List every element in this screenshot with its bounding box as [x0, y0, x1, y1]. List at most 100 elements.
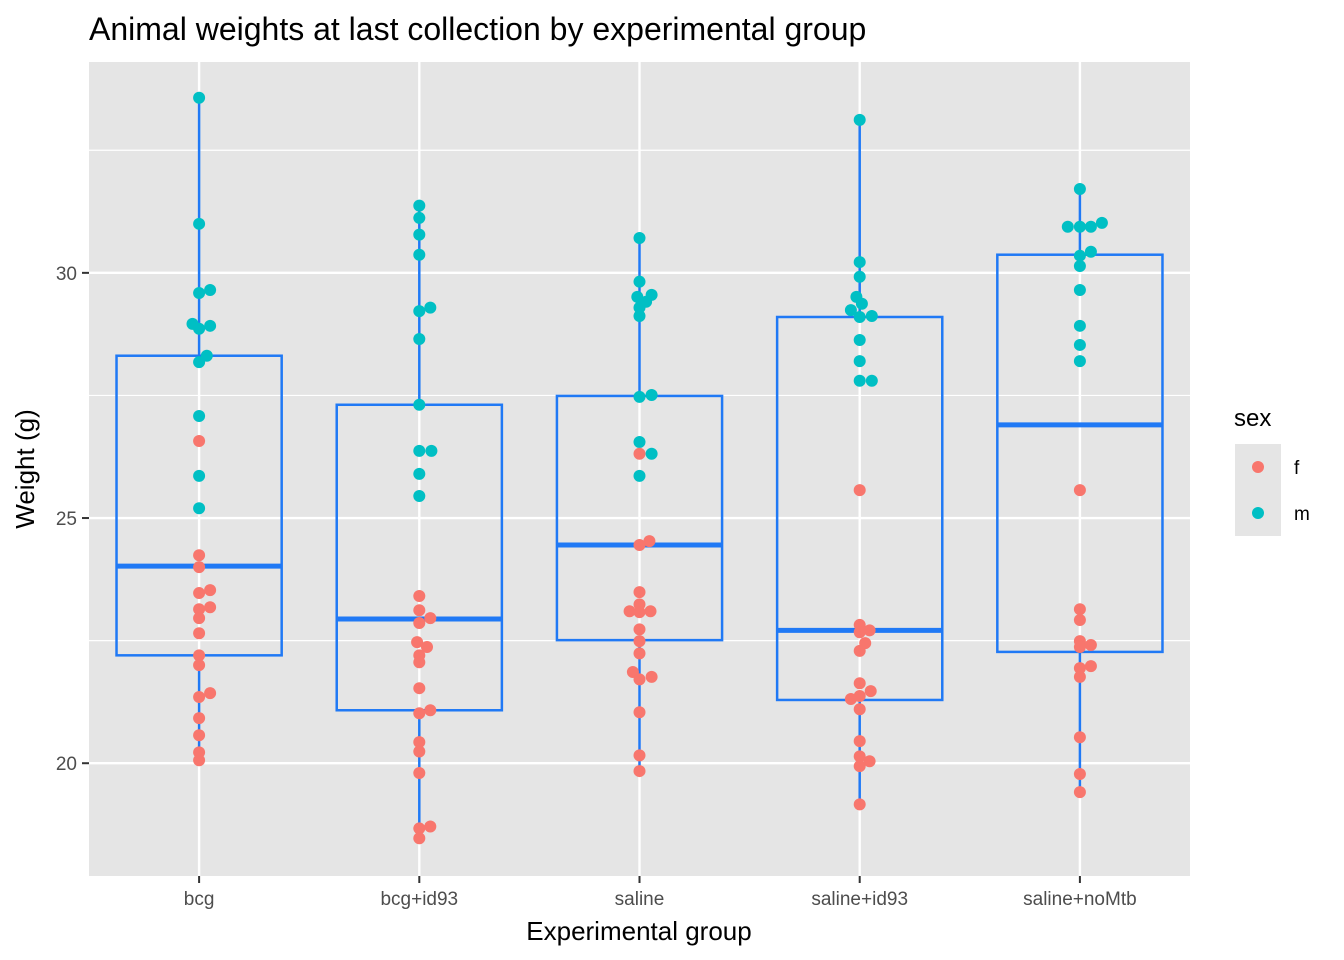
data-point-f — [853, 798, 866, 811]
legend-title: sex — [1234, 405, 1271, 432]
data-point-f — [633, 749, 646, 762]
data-point-f — [193, 435, 206, 448]
data-point-f — [413, 822, 426, 835]
data-point-m — [633, 232, 646, 245]
data-point-m — [1073, 284, 1086, 297]
data-point-f — [193, 659, 206, 672]
legend-key-f — [1252, 461, 1264, 473]
data-point-f — [413, 656, 426, 669]
data-point-f — [864, 685, 877, 698]
data-point-f — [413, 767, 426, 780]
data-point-f — [623, 605, 636, 618]
data-point-f — [413, 832, 426, 845]
data-point-f — [193, 603, 206, 616]
data-point-f — [1073, 670, 1086, 683]
data-point-m — [1061, 220, 1074, 233]
data-point-f — [633, 647, 646, 660]
data-point-f — [424, 612, 437, 625]
legend-key-m — [1252, 507, 1264, 519]
data-point-f — [413, 736, 426, 749]
data-point-m — [1073, 249, 1086, 262]
data-point-m — [193, 217, 206, 230]
data-points — [186, 91, 1108, 845]
data-point-m — [633, 310, 646, 323]
data-point-f — [863, 624, 876, 637]
data-point-m — [1073, 338, 1086, 351]
data-point-m — [633, 390, 646, 403]
data-point-f — [633, 765, 646, 778]
data-point-m — [1073, 183, 1086, 196]
data-point-m — [844, 304, 857, 317]
data-point-f — [633, 635, 646, 648]
data-point-f — [633, 623, 646, 636]
data-point-m — [645, 388, 658, 401]
data-point-f — [411, 636, 424, 649]
data-point-f — [633, 706, 646, 719]
data-point-m — [1073, 259, 1086, 272]
data-point-f — [853, 484, 866, 497]
data-point-f — [633, 606, 646, 619]
data-point-m — [645, 447, 658, 460]
y-tick-label: 25 — [56, 509, 77, 530]
data-point-f — [1073, 484, 1086, 497]
data-point-m — [193, 502, 206, 515]
data-point-m — [853, 113, 866, 126]
data-point-f — [1073, 768, 1086, 781]
data-point-m — [193, 356, 206, 369]
data-point-m — [413, 199, 426, 212]
data-point-m — [633, 436, 646, 449]
x-axis: bcg bcg+id93 saline saline+id93 saline+noMtb — [184, 876, 1137, 910]
data-point-f — [413, 616, 426, 629]
data-point-f — [853, 626, 866, 639]
data-point-f — [853, 735, 866, 748]
data-point-f — [1073, 662, 1086, 675]
data-point-f — [193, 712, 206, 725]
legend-label-m: m — [1294, 504, 1310, 525]
data-point-m — [855, 297, 868, 310]
data-point-m — [633, 469, 646, 482]
data-point-f — [643, 535, 656, 548]
data-point-f — [424, 820, 437, 833]
data-point-f — [1073, 786, 1086, 799]
data-point-m — [413, 211, 426, 224]
y-axis-title: Weight (g) — [10, 409, 40, 528]
data-point-m — [193, 91, 206, 104]
data-point-f — [193, 612, 206, 625]
data-point-f — [1073, 614, 1086, 627]
data-point-f — [193, 754, 206, 767]
x-tick-label: saline+id93 — [811, 889, 908, 910]
y-axis: 20 25 30 — [56, 264, 89, 775]
data-point-m — [853, 334, 866, 347]
data-point-m — [1084, 220, 1097, 233]
data-point-m — [413, 444, 426, 457]
data-point-m — [413, 228, 426, 241]
data-point-f — [193, 627, 206, 640]
data-point-m — [413, 305, 426, 318]
data-point-f — [633, 447, 646, 460]
data-point-f — [853, 677, 866, 690]
data-point-m — [1073, 319, 1086, 332]
x-axis-title: Experimental group — [526, 916, 751, 946]
data-point-m — [633, 275, 646, 288]
data-point-f — [424, 704, 437, 717]
data-point-f — [1073, 603, 1086, 616]
data-point-f — [193, 549, 206, 562]
x-tick-label: bcg+id93 — [380, 889, 458, 910]
x-tick-label: saline — [615, 889, 665, 910]
data-point-f — [193, 649, 206, 662]
data-point-f — [413, 745, 426, 758]
data-point-f — [193, 729, 206, 742]
data-point-m — [853, 374, 866, 387]
data-point-f — [633, 586, 646, 599]
data-point-f — [853, 750, 866, 763]
data-point-f — [193, 561, 206, 574]
data-point-f — [1084, 660, 1097, 673]
data-point-m — [204, 319, 217, 332]
data-point-m — [1073, 355, 1086, 368]
data-point-m — [413, 248, 426, 261]
data-point-f — [853, 690, 866, 703]
data-point-f — [204, 601, 217, 614]
legend: sex f m — [1234, 405, 1310, 536]
data-point-m — [853, 256, 866, 269]
data-point-f — [633, 539, 646, 552]
